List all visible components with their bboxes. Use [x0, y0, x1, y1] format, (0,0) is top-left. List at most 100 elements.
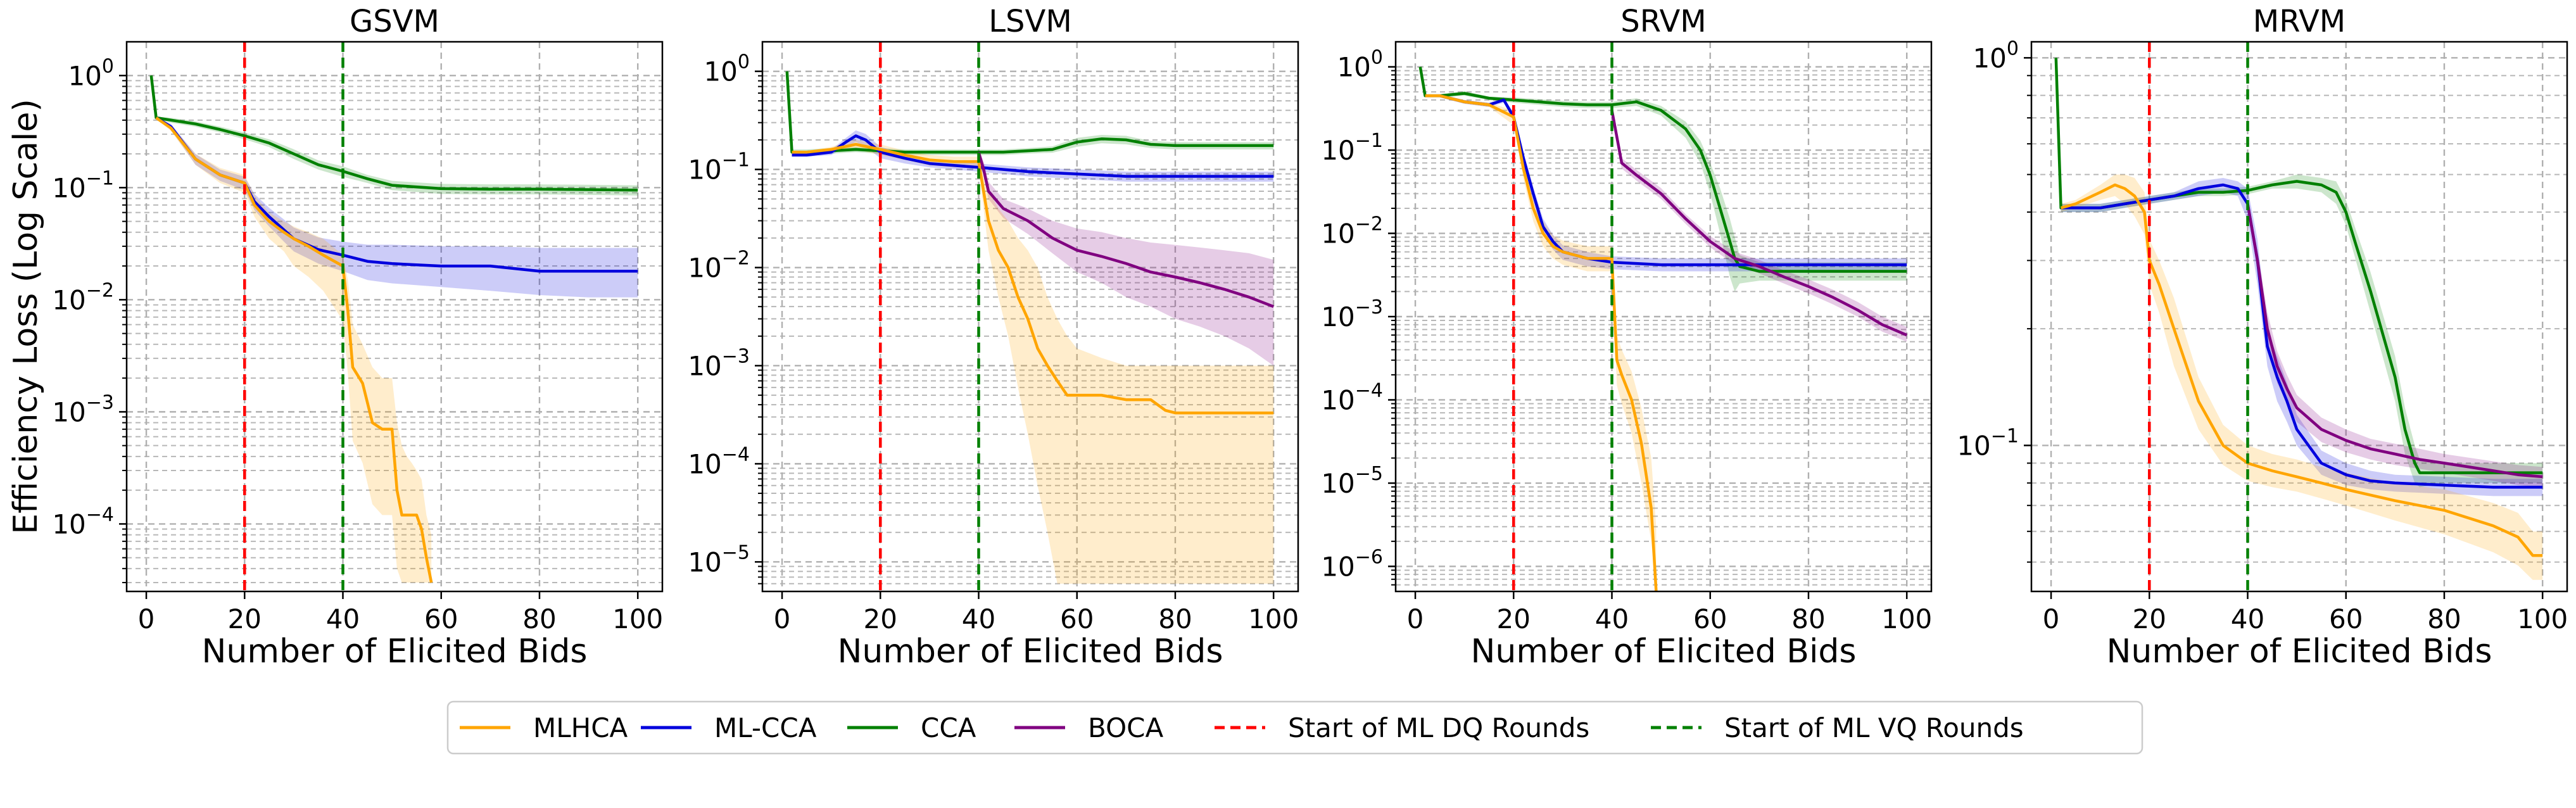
x-tick-label: 20: [1497, 603, 1531, 634]
y-tick-label: 10−1: [688, 149, 750, 186]
x-tick-label: 0: [2043, 603, 2060, 634]
y-tick-label: 10−5: [1321, 463, 1383, 499]
legend-label: BOCA: [1088, 712, 1163, 743]
line-cca: [149, 75, 638, 192]
y-tick-label: 10−1: [52, 167, 114, 203]
y-tick-label: 10−6: [1321, 546, 1383, 582]
line-mlhca: [1425, 94, 1658, 591]
x-tick-label: 0: [1407, 603, 1424, 634]
panel-xlabel: Number of Elicited Bids: [202, 633, 588, 671]
x-tick-label: 20: [864, 603, 897, 634]
axes-frame: [2030, 41, 2568, 593]
x-tick-label: 80: [1158, 603, 1192, 634]
line-mlhca: [155, 117, 433, 583]
major-grid: [127, 42, 662, 591]
y-tick-label: 10−3: [52, 391, 114, 427]
line-boca: [977, 151, 1275, 308]
minor-grid: [127, 80, 662, 583]
panel-lsvm: 0 20 40 60 80 100 10−5 10−4 10−3 10−2 10−1 100 LSVM N…: [688, 4, 1299, 671]
x-tick-label: 60: [1693, 603, 1727, 634]
x-tick-label: 80: [522, 603, 556, 634]
series-group: [1418, 66, 1908, 591]
legend-item-cca: CCA: [847, 712, 976, 743]
band-ml-cca: [1425, 94, 1907, 272]
x-tick-label: 100: [612, 603, 663, 634]
line-ml-cca: [1425, 94, 1907, 267]
y-tick-label: 100: [68, 55, 114, 91]
x-tick-label: 60: [2329, 603, 2363, 634]
line-boca: [1610, 110, 1908, 337]
series-group: [2054, 58, 2543, 580]
band-boca: [2247, 199, 2543, 488]
legend-label: ML-CCA: [714, 712, 817, 743]
y-tick-label: 10−1: [1957, 425, 2019, 461]
minor-grid: [2031, 75, 2567, 563]
y-tick-label: 100: [704, 51, 750, 87]
series-group: [149, 75, 638, 583]
line-boca: [2246, 203, 2543, 479]
y-tick-label: 100: [1973, 37, 2019, 73]
panel-mrvm: 0 20 40 60 80 100 10−1 100 MRVM Number of Elicite…: [1957, 4, 2568, 671]
panels: 0 20 40 60 80 100 10−4 10−3 10−2 10−1 100 GSVM Numbe…: [52, 4, 2568, 671]
y-tick-label: 10−5: [688, 541, 750, 578]
x-tick-label: 40: [1595, 603, 1629, 634]
band-mlhca: [156, 117, 432, 583]
line-mlhca: [2061, 183, 2543, 557]
line-mlhca: [792, 142, 1274, 415]
y-tick-label: 10−4: [52, 503, 114, 540]
x-tick-label: 40: [962, 603, 995, 634]
x-tick-label: 100: [2517, 603, 2568, 634]
major-grid: [762, 42, 1298, 591]
legend-item-boca: BOCA: [1014, 712, 1163, 743]
band-mlhca: [2061, 174, 2543, 580]
y-tick-label: 10−1: [1321, 130, 1383, 166]
panel-xlabel: Number of Elicited Bids: [2107, 633, 2492, 671]
legend-item-vq: Start of ML VQ Rounds: [1651, 712, 2024, 743]
axes-frame: [761, 41, 1299, 593]
x-tick-label: 100: [1248, 603, 1299, 634]
y-tick-label: 10−2: [1321, 213, 1383, 249]
x-tick-label: 0: [774, 603, 791, 634]
panel-srvm: 0 20 40 60 80 100 10−6 10−5 10−4 10−3 10−2 10−1 100 S…: [1321, 4, 1932, 671]
y-tick-label: 10−3: [1321, 296, 1383, 332]
x-tick-label: 60: [424, 603, 458, 634]
line-cca: [1418, 66, 1907, 273]
panel-title: GSVM: [350, 4, 439, 39]
x-tick-label: 40: [326, 603, 360, 634]
y-tick-label: 10−2: [688, 248, 750, 284]
band-mlhca: [792, 139, 1274, 584]
x-tick-label: 80: [2427, 603, 2461, 634]
panel-title: SRVM: [1620, 4, 1706, 39]
figure-ylabel: Efficiency Loss (Log Scale): [7, 99, 45, 534]
band-ml-cca: [2061, 178, 2543, 496]
y-tick-label: 10−4: [688, 443, 750, 479]
band-boca: [1612, 108, 1907, 342]
y-tick-label: 100: [1337, 47, 1383, 83]
minor-grid: [1396, 70, 1931, 586]
y-tick-label: 10−3: [688, 345, 750, 381]
x-tick-label: 40: [2231, 603, 2264, 634]
series-group: [785, 71, 1275, 584]
minor-grid: [762, 75, 1298, 584]
legend-label: Start of ML VQ Rounds: [1724, 712, 2024, 743]
legend-frame: [446, 700, 2144, 755]
panel-xlabel: Number of Elicited Bids: [1471, 633, 1857, 671]
legend-label: Start of ML DQ Rounds: [1288, 712, 1589, 743]
major-grid: [1396, 42, 1931, 591]
x-tick-label: 0: [138, 603, 155, 634]
x-tick-label: 60: [1060, 603, 1094, 634]
y-tick-label: 10−2: [52, 279, 114, 315]
legend-item-ml-cca: ML-CCA: [641, 712, 817, 743]
legend: MLHCA ML-CCA CCA BOCA Start of ML DQ Rounds S…: [446, 700, 2144, 755]
legend-item-dq: Start of ML DQ Rounds: [1215, 712, 1589, 743]
panel-title: MRVM: [2253, 4, 2346, 39]
band-ml-cca: [156, 117, 638, 298]
x-tick-label: 80: [1791, 603, 1825, 634]
y-tick-label: 10−4: [1321, 379, 1383, 415]
legend-label: CCA: [921, 712, 976, 743]
x-tick-label: 20: [228, 603, 262, 634]
panel-xlabel: Number of Elicited Bids: [838, 633, 1223, 671]
legend-item-mlhca: MLHCA: [460, 712, 628, 743]
legend-label: MLHCA: [533, 712, 628, 743]
